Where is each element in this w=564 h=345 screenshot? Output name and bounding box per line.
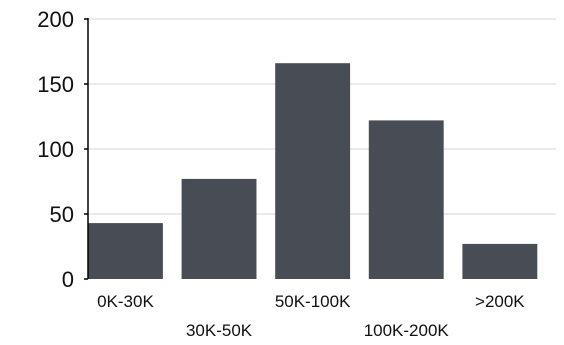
x-category-label-3: 100K-200K	[364, 321, 450, 340]
bar-2	[275, 63, 351, 280]
y-tick-label-200: 200	[37, 7, 74, 32]
x-category-label-2: 50K-100K	[275, 292, 351, 311]
x-category-label-1: 30K-50K	[186, 321, 253, 340]
bar-4	[462, 243, 538, 279]
bar-0	[88, 223, 163, 279]
bar-3	[368, 120, 444, 280]
y-tick-label-150: 150	[37, 72, 74, 97]
bars	[88, 63, 538, 280]
y-tick-label-0: 0	[62, 267, 74, 292]
x-category-labels: 0K-30K 30K-50K 50K-100K 100K-200K >200K	[97, 292, 525, 340]
y-tick-label-100: 100	[37, 137, 74, 162]
x-category-label-0: 0K-30K	[97, 292, 154, 311]
x-category-label-4: >200K	[475, 292, 525, 311]
y-tick-label-50: 50	[50, 202, 74, 227]
y-tick-labels: 0 50 100 150 200	[37, 7, 88, 292]
bar-1	[181, 178, 257, 279]
